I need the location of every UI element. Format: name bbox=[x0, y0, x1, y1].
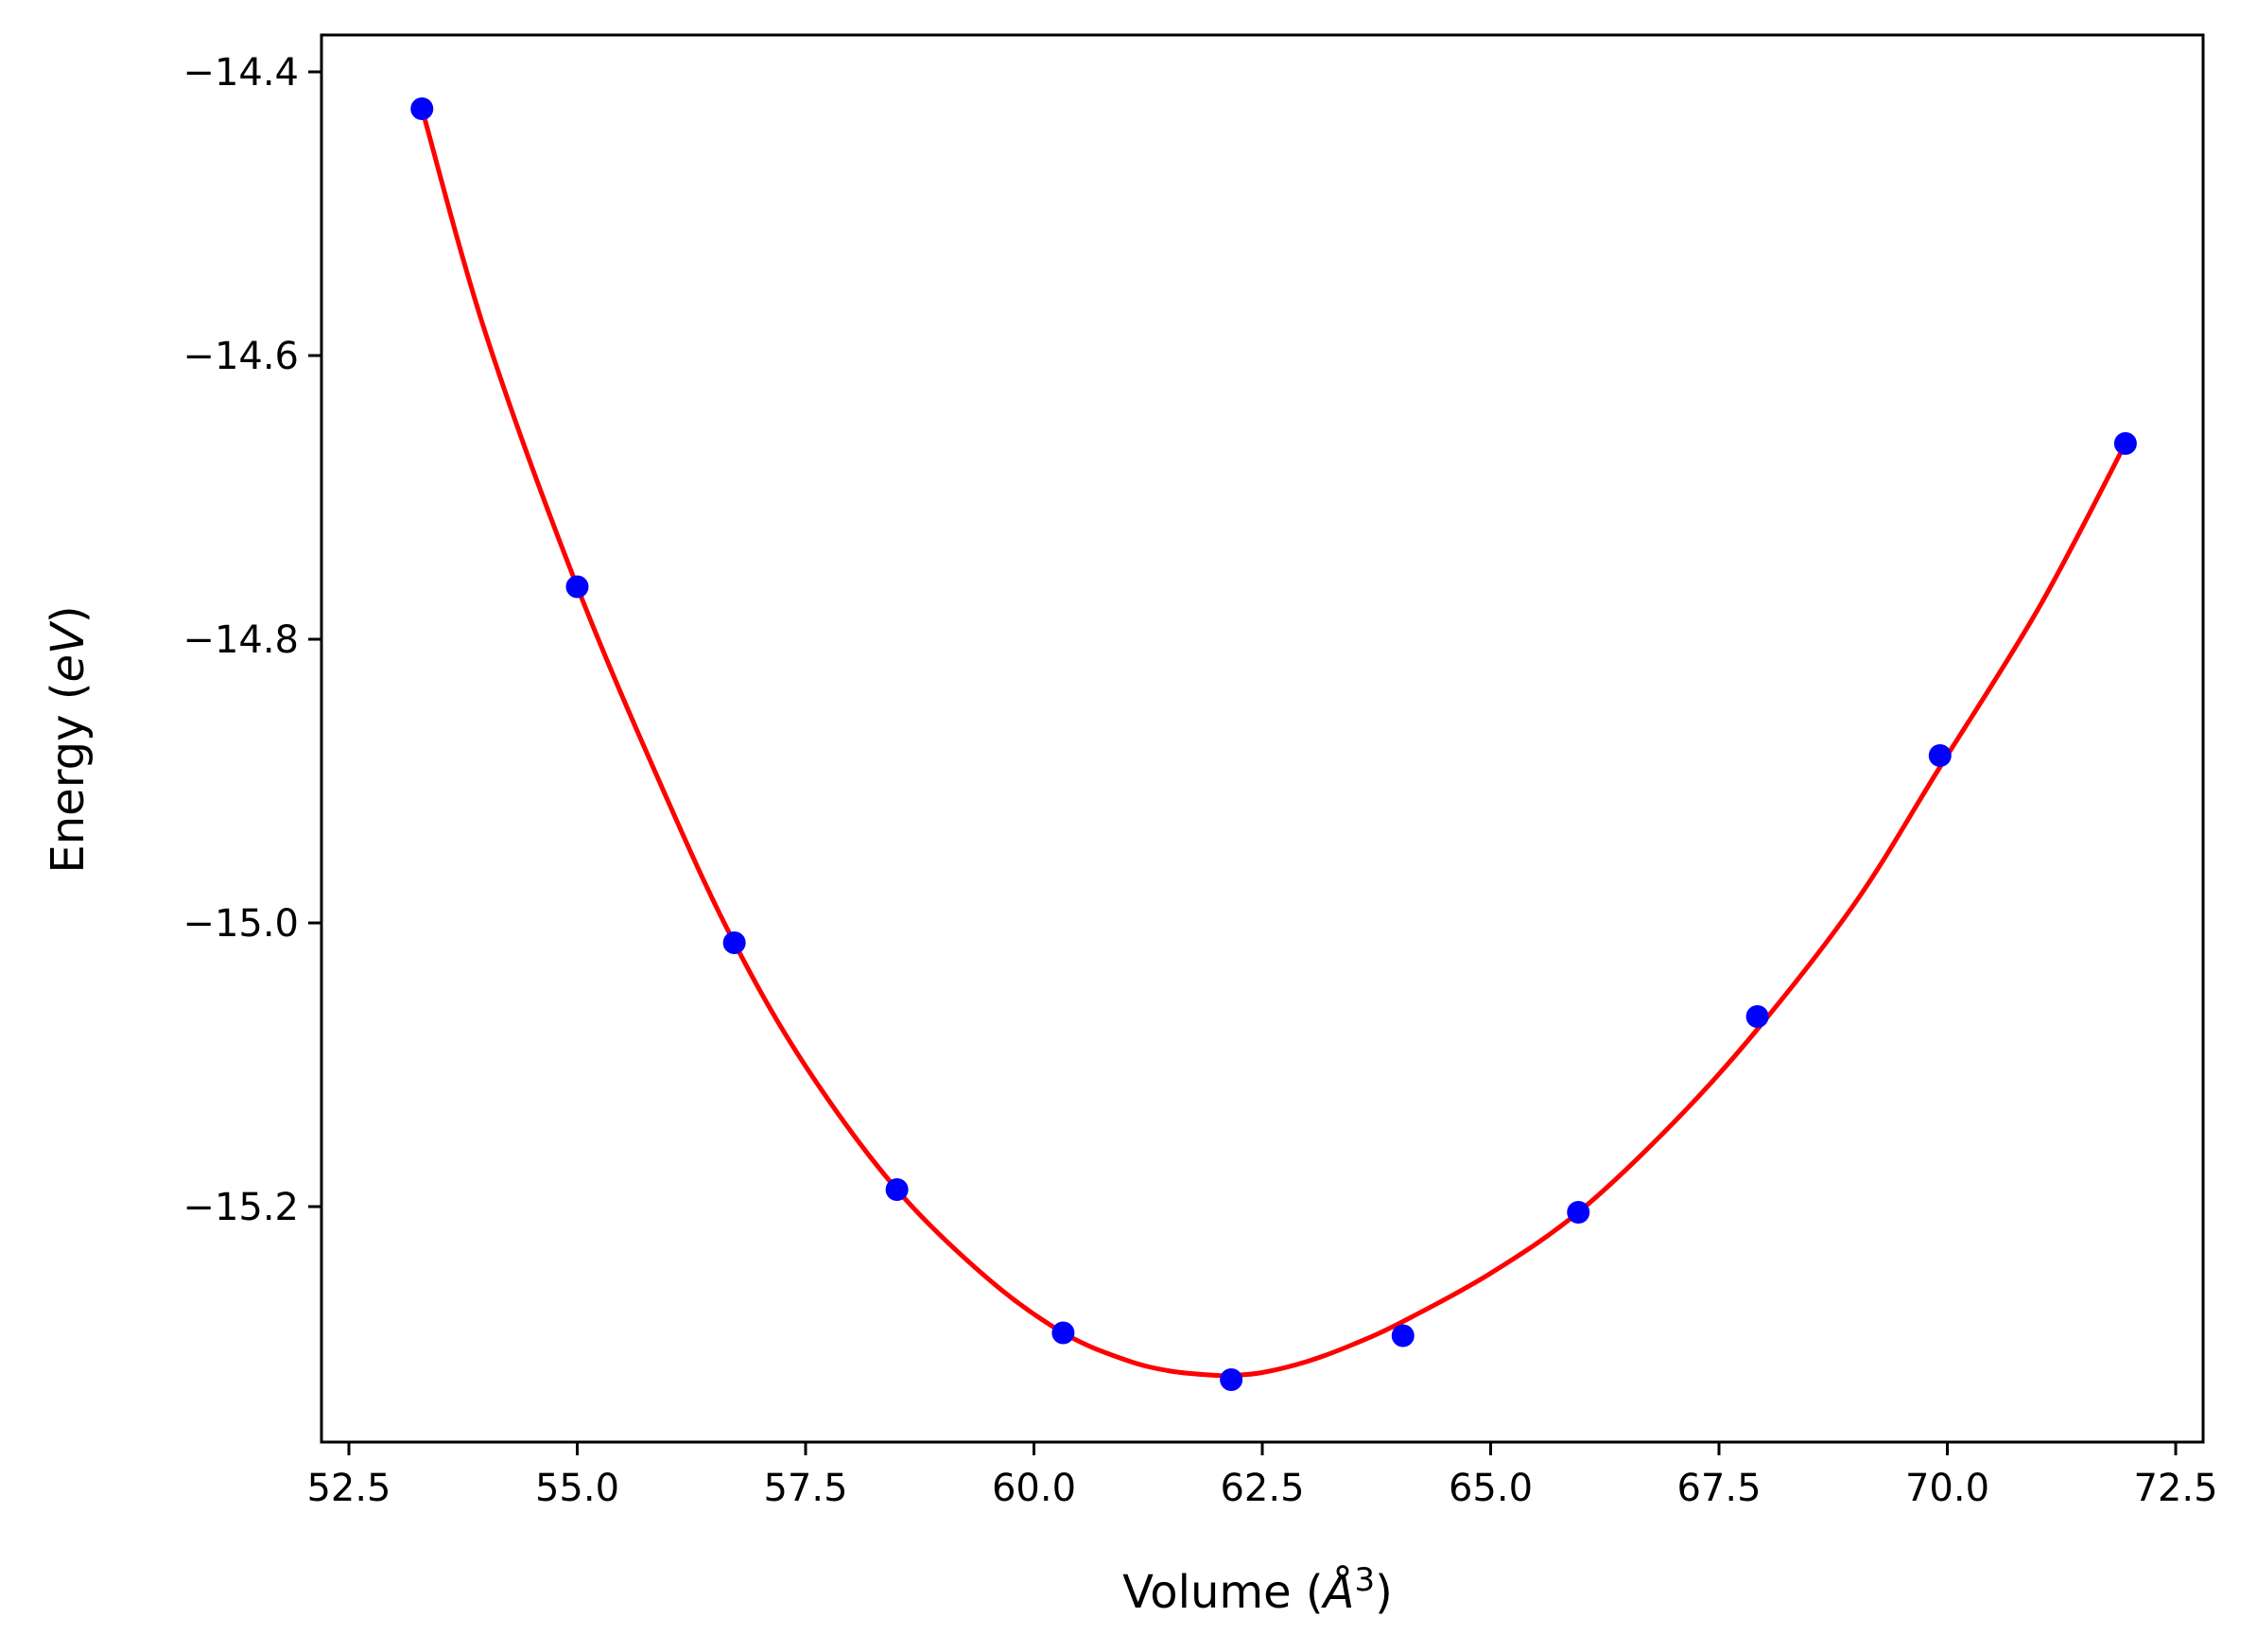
y-tick-label: −15.0 bbox=[182, 902, 299, 946]
data-point bbox=[1051, 1321, 1075, 1345]
x-tick-label: 62.5 bbox=[1220, 1467, 1304, 1510]
data-point bbox=[1745, 1005, 1769, 1028]
data-point bbox=[1391, 1324, 1415, 1348]
data-point bbox=[2113, 432, 2137, 455]
x-axis-label: Volume (Å3) bbox=[1122, 1561, 1393, 1619]
data-point bbox=[722, 931, 746, 954]
x-tick-label: 60.0 bbox=[992, 1467, 1076, 1510]
data-point bbox=[1928, 744, 1952, 767]
data-point bbox=[410, 97, 434, 120]
y-axis-label: Energy (eV) bbox=[42, 605, 95, 873]
y-axis: −14.4 −14.6 −14.8 −15.0 −15.2 bbox=[182, 51, 321, 1229]
data-points-layer bbox=[410, 97, 2137, 1391]
data-point bbox=[1567, 1201, 1590, 1224]
y-tick-label: −14.6 bbox=[182, 335, 299, 378]
y-tick-label: −14.4 bbox=[182, 51, 299, 95]
y-tick-label: −15.2 bbox=[182, 1186, 299, 1229]
x-tick-label: 70.0 bbox=[1905, 1467, 1989, 1510]
x-tick-label: 55.0 bbox=[535, 1467, 619, 1510]
x-axis: 52.5 55.0 57.5 60.0 62.5 65.0 67.5 70.0 72.5 bbox=[306, 1442, 2218, 1510]
x-tick-label: 57.5 bbox=[763, 1467, 847, 1510]
data-point bbox=[885, 1178, 909, 1201]
data-point bbox=[1220, 1368, 1243, 1391]
data-point bbox=[565, 575, 589, 599]
x-tick-label: 67.5 bbox=[1676, 1467, 1761, 1510]
x-tick-label: 72.5 bbox=[2133, 1467, 2217, 1510]
x-tick-label: 65.0 bbox=[1449, 1467, 1533, 1510]
x-tick-label: 52.5 bbox=[306, 1467, 391, 1510]
y-tick-label: −14.8 bbox=[182, 618, 299, 662]
